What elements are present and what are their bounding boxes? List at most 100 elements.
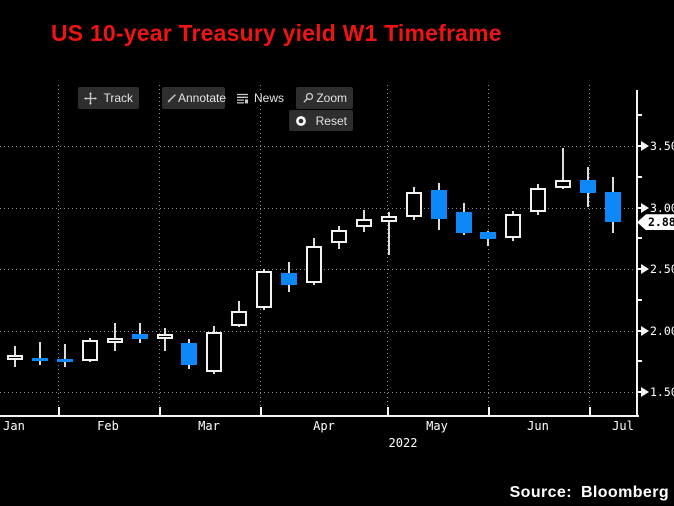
annotate-button[interactable]: Annotate xyxy=(162,87,227,109)
candle-body-up xyxy=(530,187,547,213)
x-axis-month-label: Jan xyxy=(3,419,25,433)
x-axis-tick xyxy=(260,407,262,415)
y-axis-tick-arrow xyxy=(641,141,649,151)
vertical-gridline xyxy=(589,85,590,416)
horizontal-gridline xyxy=(0,330,637,332)
y-axis-minor-tick xyxy=(637,237,642,240)
x-axis-month-label: Jul xyxy=(612,419,634,433)
horizontal-gridline xyxy=(0,146,637,147)
chart-title: US 10-year Treasury yield W1 Timeframe xyxy=(51,20,502,46)
candle-wick xyxy=(562,148,565,190)
candle-wick xyxy=(63,344,66,368)
candle-body-down xyxy=(31,357,48,362)
x-axis-month-label: Mar xyxy=(198,419,220,433)
vertical-gridline xyxy=(159,85,160,416)
reset-button-label: Reset xyxy=(315,113,347,128)
track-button-label: Track xyxy=(103,91,133,105)
candle-body-up xyxy=(206,331,223,373)
candle-body-down xyxy=(131,334,148,340)
y-axis-label: 2.500 xyxy=(650,262,674,276)
x-axis-month-label: Feb xyxy=(97,419,119,433)
source-credit: Source: Bloomberg xyxy=(510,484,669,502)
source-value: Bloomberg xyxy=(580,484,669,501)
candle-body-up xyxy=(106,337,123,343)
y-axis-tick xyxy=(637,329,641,332)
zoom-button-label: Zoom xyxy=(316,91,347,105)
y-axis-label: 2.000 xyxy=(650,323,674,338)
y-axis-line xyxy=(636,90,638,417)
news-button-label: News xyxy=(253,91,284,105)
x-axis-year-label: 2022 xyxy=(388,436,418,450)
x-axis-month-label: Apr xyxy=(313,419,335,433)
candle-body-up xyxy=(231,310,248,326)
y-axis-tick-arrow xyxy=(641,325,649,336)
candle-body-up xyxy=(156,334,173,340)
vertical-gridline xyxy=(387,85,388,416)
y-axis-minor-tick xyxy=(637,175,642,178)
x-axis-tick xyxy=(58,407,60,415)
x-axis-tick xyxy=(387,407,389,415)
y-axis-minor-tick xyxy=(637,360,642,363)
candle-body-up xyxy=(256,271,273,309)
candle-wick xyxy=(38,341,41,365)
candle-body-up xyxy=(81,340,98,362)
reset-button[interactable]: Reset xyxy=(289,110,353,131)
candle-body-up xyxy=(7,355,23,361)
candle-body-up xyxy=(505,213,522,239)
reset-record-icon xyxy=(296,115,306,126)
candle-body-down xyxy=(281,272,298,285)
y-axis-tick xyxy=(637,391,641,393)
candle-wick xyxy=(138,323,141,343)
candle-body-up xyxy=(306,245,323,283)
zoom-button[interactable]: Zoom xyxy=(296,87,353,109)
zoom-magnifier-icon xyxy=(303,92,314,103)
vertical-gridline xyxy=(488,85,489,416)
candle-body-down xyxy=(430,190,447,219)
horizontal-gridline xyxy=(0,392,637,393)
candle-wick xyxy=(163,328,166,352)
candle-body-up xyxy=(380,216,397,223)
y-axis-minor-tick xyxy=(637,298,642,301)
x-axis-tick xyxy=(159,407,161,415)
y-axis-label: 3.000 xyxy=(650,200,674,215)
horizontal-gridline xyxy=(0,207,637,209)
candle-body-down xyxy=(580,180,597,193)
news-button[interactable]: News xyxy=(230,87,290,109)
candle-body-up xyxy=(405,191,422,218)
last-price-tag: 2.880 xyxy=(637,214,674,231)
y-axis-label: 1.500 xyxy=(650,385,674,399)
candle-body-down xyxy=(480,232,497,240)
news-list-icon xyxy=(237,93,248,104)
y-axis-tick xyxy=(637,206,641,209)
x-axis-corner-tick xyxy=(636,401,638,415)
y-axis-label: 3.500 xyxy=(650,139,674,153)
y-axis-tick xyxy=(637,145,641,147)
track-button[interactable]: Track xyxy=(78,87,139,109)
x-axis-month-label: Jun xyxy=(527,419,549,433)
candle-body-down xyxy=(181,342,198,365)
y-axis-minor-tick xyxy=(637,114,642,117)
candle-body-up xyxy=(330,229,347,244)
candle-body-up xyxy=(555,180,572,188)
y-axis-tick-arrow xyxy=(641,202,649,213)
x-axis-line xyxy=(0,415,639,417)
candle-body-down xyxy=(56,358,73,362)
candle-wick xyxy=(387,212,390,256)
source-label: Source: xyxy=(509,484,572,501)
x-axis-tick xyxy=(589,407,591,415)
x-axis-month-label: May xyxy=(426,419,448,433)
y-axis-tick-arrow xyxy=(641,264,649,274)
candle-body-up xyxy=(355,218,372,228)
vertical-gridline xyxy=(58,85,59,416)
vertical-gridline xyxy=(260,85,261,416)
candle-body-down xyxy=(605,191,622,223)
x-axis-tick xyxy=(488,407,490,415)
y-axis-tick xyxy=(637,268,641,270)
candle-body-down xyxy=(455,212,472,234)
y-axis-tick-arrow xyxy=(641,387,649,397)
candle-wick xyxy=(113,323,116,352)
track-crosshair-icon xyxy=(84,91,97,105)
annotate-button-label: Annotate xyxy=(178,91,227,105)
annotate-pencil-icon xyxy=(167,94,176,103)
